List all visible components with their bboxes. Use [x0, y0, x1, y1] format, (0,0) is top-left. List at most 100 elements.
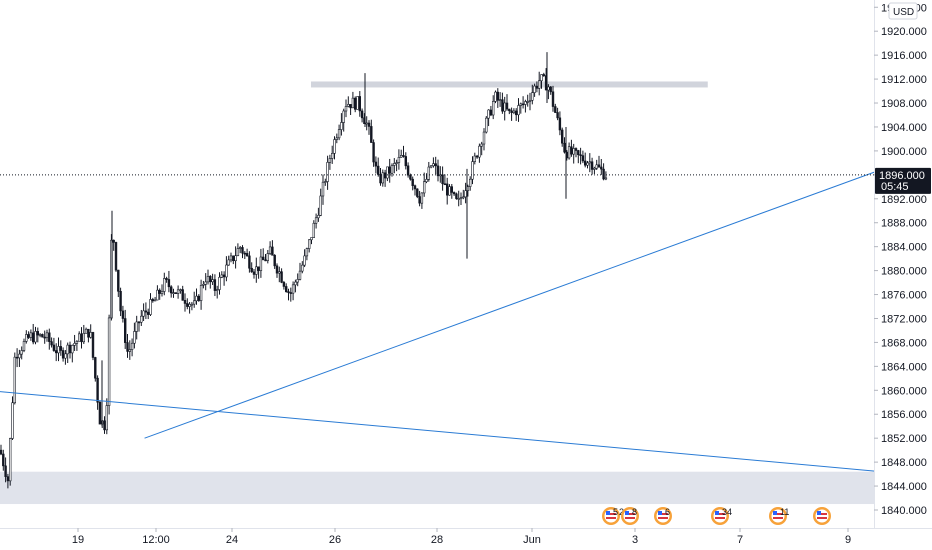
candle-119 — [273, 254, 276, 269]
candle-220 — [505, 94, 509, 111]
x-tick-label-2: 24 — [226, 534, 238, 546]
candle-120 — [275, 263, 279, 278]
trendlines-layer[interactable] — [0, 116, 932, 495]
candle-259 — [595, 159, 598, 171]
candle-214 — [491, 95, 495, 120]
candle-61 — [140, 309, 143, 327]
candle-155 — [356, 96, 359, 110]
candle-262 — [602, 163, 605, 181]
event-flag-4[interactable]: 11 — [769, 507, 789, 525]
candle-104 — [239, 245, 242, 254]
candle-198 — [455, 192, 458, 200]
event-flag-3[interactable]: 34 — [711, 507, 732, 525]
candle-68 — [156, 285, 159, 301]
candle-135 — [310, 237, 313, 245]
candle-252 — [579, 147, 582, 165]
candle-108 — [248, 251, 251, 273]
zone-support-zone[interactable] — [0, 471, 874, 505]
candle-242 — [556, 107, 559, 121]
candle-127 — [291, 281, 295, 301]
candle-67 — [153, 296, 157, 302]
candle-244 — [560, 127, 564, 147]
candle-230 — [528, 92, 532, 111]
candle-213 — [489, 105, 493, 117]
event-label-4: 11 — [780, 507, 789, 517]
candle-109 — [250, 262, 253, 273]
currency-badge[interactable]: USD — [888, 2, 918, 20]
y-tick-label-2: 1848.000 — [881, 457, 927, 469]
event-flag-5[interactable] — [813, 507, 831, 525]
candle-92 — [211, 273, 214, 285]
trendline-falling-resistance[interactable] — [0, 389, 932, 496]
events-layer[interactable]: 5 2 8 6 34 11 — [602, 507, 831, 525]
candle-121 — [278, 266, 281, 283]
candle-191 — [439, 166, 442, 183]
candle-167 — [383, 169, 387, 187]
candle-5 — [11, 396, 14, 441]
candle-23 — [52, 337, 56, 352]
candle-189 — [434, 156, 437, 175]
candle-250 — [574, 147, 578, 158]
candle-11 — [25, 330, 28, 344]
candle-139 — [319, 188, 322, 217]
event-label-1: 8 — [632, 507, 637, 517]
time-axis[interactable]: 19 12:00 24 26 28 Jun 3 7 9 — [72, 528, 851, 546]
candle-31 — [71, 344, 74, 363]
candle-234 — [537, 71, 541, 96]
x-tick-label-4: 28 — [431, 534, 443, 546]
candle-88 — [202, 280, 205, 289]
candle-57 — [130, 338, 134, 357]
event-flag-2[interactable]: 6 — [654, 507, 672, 525]
y-tick-label-15: 1900.000 — [881, 146, 927, 158]
y-tick-label-17: 1908.000 — [881, 98, 927, 110]
candle-21 — [48, 328, 51, 350]
candle-197 — [452, 191, 456, 196]
candle-181 — [416, 188, 419, 199]
candle-184 — [422, 172, 426, 197]
candle-196 — [450, 183, 453, 199]
candle-8 — [18, 349, 21, 367]
candle-192 — [441, 166, 444, 191]
candle-183 — [420, 192, 424, 209]
candle-247 — [567, 142, 571, 160]
candle-157 — [360, 108, 364, 123]
candle-36 — [82, 324, 86, 344]
candle-199 — [457, 190, 460, 207]
candle-176 — [404, 152, 407, 170]
candle-258 — [593, 166, 596, 175]
candle-9 — [20, 346, 23, 360]
candle-255 — [586, 161, 589, 169]
candle-141 — [324, 178, 327, 186]
y-tick-label-12: 1888.000 — [881, 218, 927, 230]
candle-10 — [22, 338, 26, 353]
candle-154 — [353, 96, 357, 113]
candle-232 — [533, 83, 536, 97]
candle-200 — [459, 192, 463, 205]
x-tick-label-0: 19 — [72, 534, 84, 546]
candle-156 — [358, 91, 361, 117]
candle-142 — [326, 155, 329, 190]
trendline-rising-support[interactable] — [144, 116, 932, 439]
candle-87 — [199, 279, 203, 310]
zone-resistance-band[interactable] — [310, 81, 708, 88]
candle-136 — [312, 220, 315, 238]
candle-4 — [9, 437, 12, 486]
candle-169 — [388, 158, 391, 183]
candle-182 — [418, 190, 421, 207]
candle-210 — [482, 128, 486, 151]
candle-235 — [540, 74, 543, 89]
candle-249 — [572, 143, 575, 164]
candle-7 — [15, 348, 19, 368]
candle-73 — [167, 270, 171, 293]
event-flag-1[interactable]: 8 — [621, 507, 639, 525]
candle-202 — [464, 182, 467, 204]
candle-144 — [330, 145, 334, 164]
candle-94 — [216, 285, 219, 299]
candle-54 — [124, 309, 127, 349]
candle-14 — [31, 323, 35, 345]
candle-221 — [508, 108, 511, 115]
candle-204 — [468, 176, 472, 191]
